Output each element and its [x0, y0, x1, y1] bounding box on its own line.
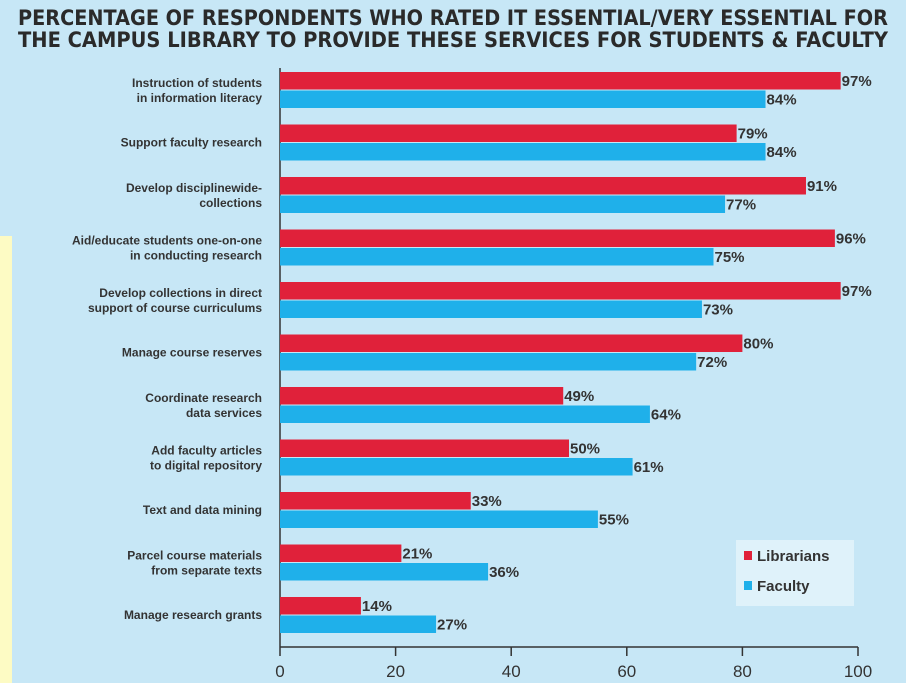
data-label: 96%	[836, 231, 866, 248]
bar-librarians	[280, 492, 471, 510]
bar-faculty	[280, 195, 726, 213]
bar-librarians	[280, 544, 402, 562]
category-label: Coordinate research	[145, 391, 262, 405]
data-label: 49%	[564, 388, 594, 405]
data-label: 36%	[489, 564, 519, 581]
legend-swatch-faculty	[744, 581, 752, 590]
category-label: Develop disciplinewide-	[126, 181, 262, 195]
category-label: Instruction of students	[132, 76, 262, 90]
data-label: 80%	[743, 336, 773, 353]
data-label: 14%	[362, 598, 392, 615]
data-label: 21%	[402, 546, 432, 563]
data-label: 75%	[715, 249, 745, 266]
x-tick-label: 20	[386, 662, 405, 681]
x-tick-label: 60	[617, 662, 636, 681]
data-label: 33%	[472, 493, 502, 510]
bar-librarians	[280, 439, 569, 457]
category-label: Develop collections in direct	[99, 286, 262, 300]
bar-librarians	[280, 597, 361, 615]
bar-librarians	[280, 387, 564, 405]
bar-faculty	[280, 563, 489, 581]
legend-swatch-librarians	[744, 551, 752, 560]
data-label: 50%	[570, 441, 600, 458]
category-label: support of course curriculums	[88, 301, 262, 315]
category-label: Manage research grants	[124, 608, 262, 622]
data-label: 97%	[842, 283, 872, 300]
data-label: 55%	[599, 512, 629, 529]
x-tick-label: 40	[502, 662, 521, 681]
legend-label-faculty: Faculty	[757, 578, 810, 595]
category-label: Parcel course materials	[127, 549, 262, 563]
bar-faculty	[280, 615, 437, 633]
category-label: Manage course reserves	[122, 346, 262, 360]
bar-faculty	[280, 458, 633, 476]
data-label: 64%	[651, 407, 681, 424]
bar-librarians	[280, 124, 737, 142]
legend-label-librarians: Librarians	[757, 548, 830, 565]
data-label: 77%	[726, 197, 756, 214]
bar-faculty	[280, 248, 714, 266]
x-tick-label: 80	[733, 662, 752, 681]
data-label: 91%	[807, 178, 837, 195]
category-label: Add faculty articles	[151, 444, 262, 458]
bar-librarians	[280, 282, 841, 300]
bar-faculty	[280, 300, 702, 318]
bar-faculty	[280, 143, 766, 161]
bar-faculty	[280, 405, 650, 423]
chart-title-line: THE CAMPUS LIBRARY TO PROVIDE THESE SERV…	[18, 28, 888, 53]
data-label: 84%	[767, 144, 797, 161]
category-label: in information literacy	[137, 91, 263, 105]
category-label: in conducting research	[130, 249, 262, 263]
category-label: from separate texts	[151, 564, 262, 578]
data-label: 61%	[634, 459, 664, 476]
category-label: data services	[186, 406, 262, 420]
bar-librarians	[280, 177, 806, 195]
data-label: 84%	[767, 92, 797, 109]
category-label: collections	[199, 196, 262, 210]
bar-faculty	[280, 90, 766, 108]
data-label: 97%	[842, 73, 872, 90]
data-label: 72%	[697, 354, 727, 371]
bar-librarians	[280, 72, 841, 90]
data-label: 27%	[437, 617, 467, 634]
category-label: Text and data mining	[143, 503, 262, 517]
x-tick-label: 100	[844, 662, 872, 681]
legend-box	[736, 540, 854, 606]
category-label: Aid/educate students one-on-one	[72, 234, 262, 248]
bar-faculty	[280, 353, 697, 371]
bar-faculty	[280, 510, 598, 528]
data-label: 79%	[738, 126, 768, 143]
category-label: Support faculty research	[121, 136, 262, 150]
bar-librarians	[280, 334, 743, 352]
data-label: 73%	[703, 302, 733, 319]
bar-librarians	[280, 229, 835, 247]
chart-title-line: PERCENTAGE OF RESPONDENTS WHO RATED IT E…	[18, 6, 888, 31]
category-label: to digital repository	[150, 459, 262, 473]
x-tick-label: 0	[275, 662, 284, 681]
